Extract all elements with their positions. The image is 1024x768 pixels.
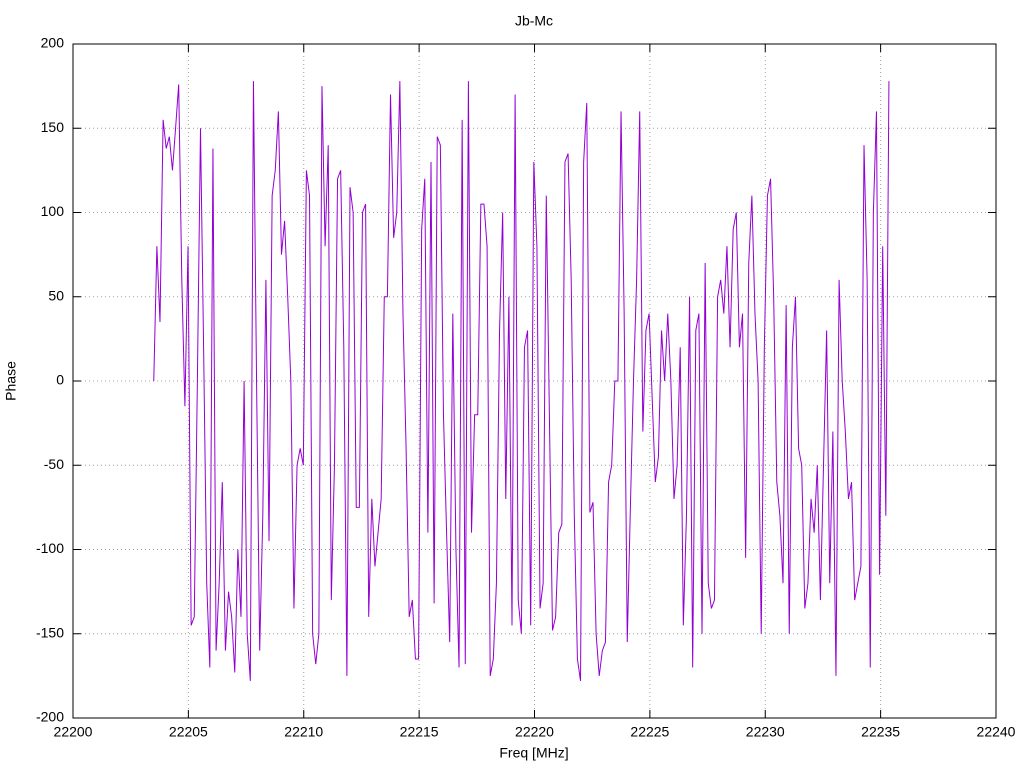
data-line [153, 81, 890, 682]
x-tick-label: 22205 [169, 724, 208, 740]
plot-frame [72, 43, 997, 719]
y-tick-label: -100 [36, 540, 64, 556]
y-tick-label: 150 [41, 119, 65, 135]
x-tick-label: 22220 [515, 724, 554, 740]
x-tick-label: 22240 [977, 724, 1016, 740]
x-tick-label: 22215 [400, 724, 439, 740]
x-tick-label: 22200 [54, 724, 93, 740]
y-tick-label: 50 [48, 287, 64, 303]
x-tick-label: 22225 [630, 724, 669, 740]
y-tick-label: -200 [36, 709, 64, 725]
y-tick-label: 200 [41, 35, 65, 51]
y-tick-label: -150 [36, 624, 64, 640]
y-tick-label: 0 [56, 372, 64, 388]
x-tick-label: 22230 [746, 724, 785, 740]
y-axis-label: Phase [3, 361, 19, 401]
x-axis-label: Freq [MHz] [499, 745, 568, 761]
y-tick-label: -50 [44, 456, 64, 472]
x-tick-label: 22210 [284, 724, 323, 740]
chart-title: Jb-Mc [515, 13, 553, 29]
y-tick-label: 100 [41, 203, 65, 219]
x-tick-label: 22235 [861, 724, 900, 740]
